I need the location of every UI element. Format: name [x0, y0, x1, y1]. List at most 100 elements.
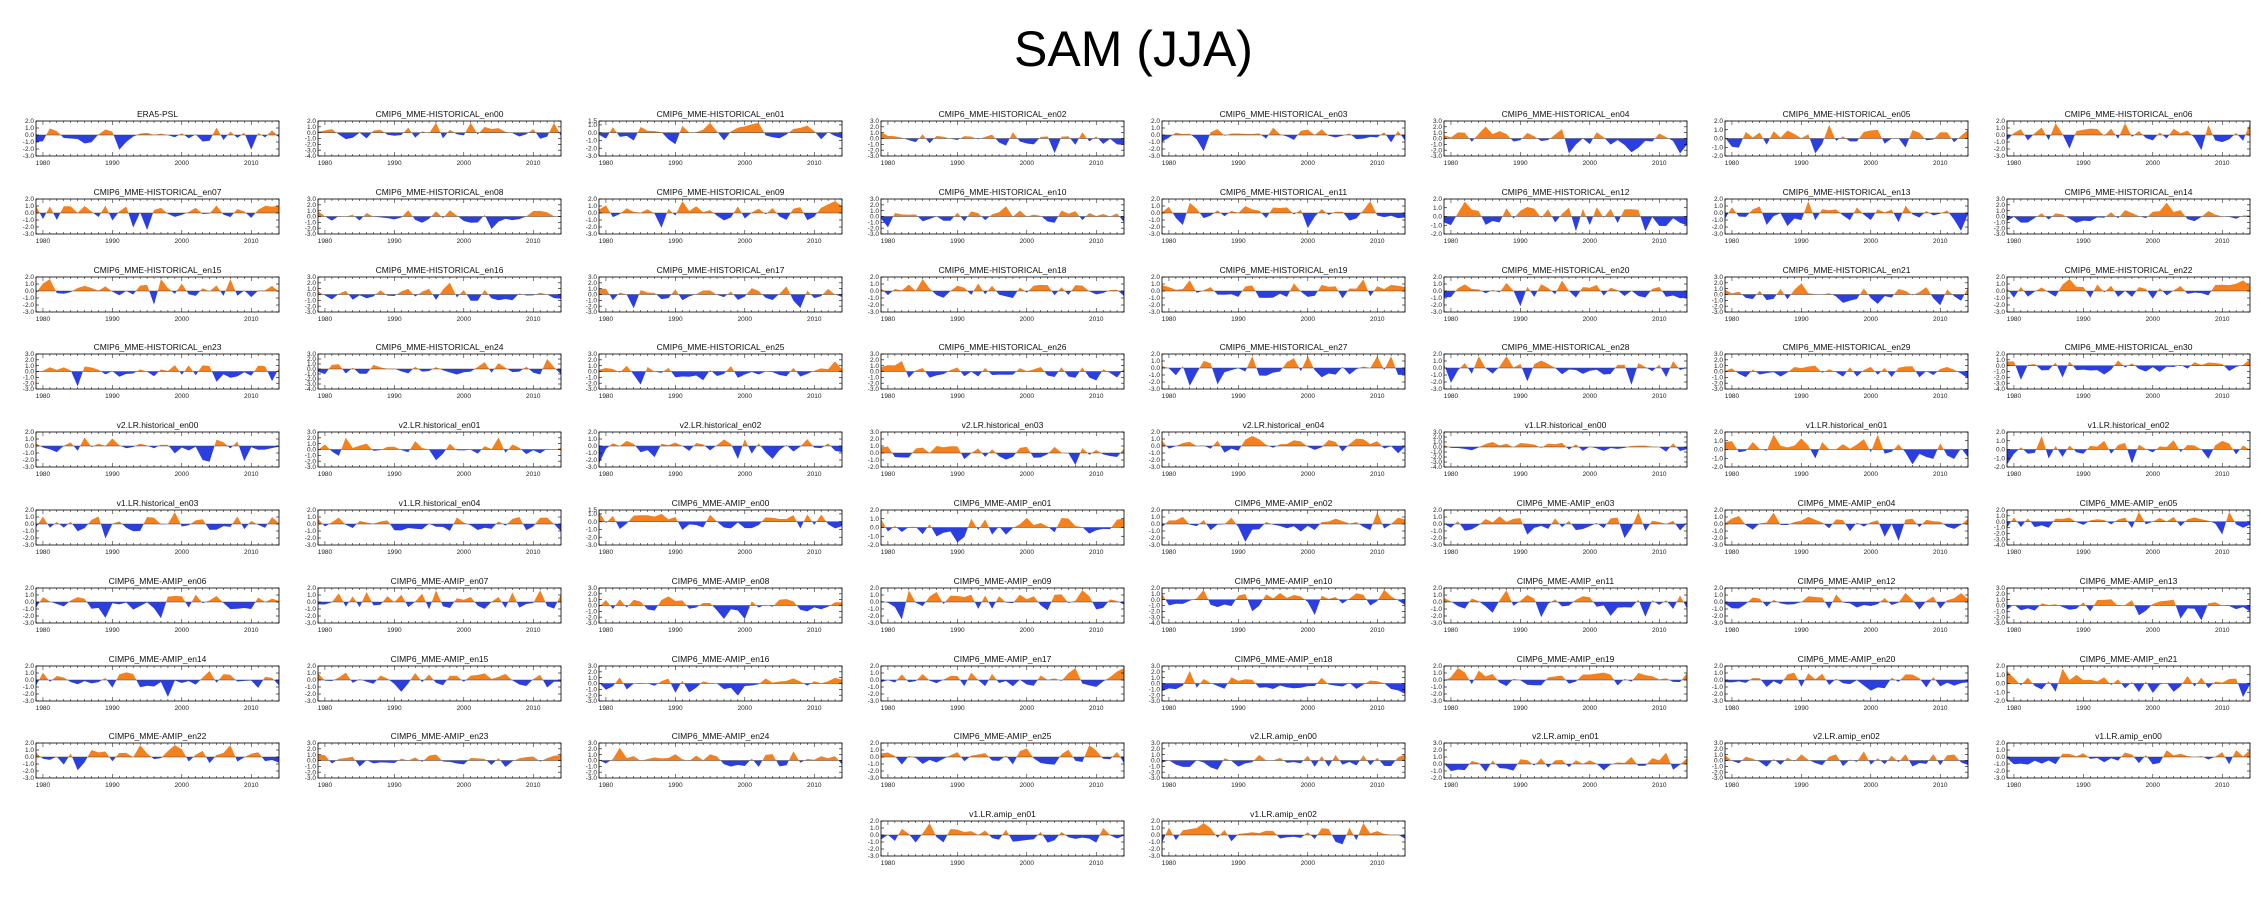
x-tick-label: 1980 — [36, 238, 51, 245]
y-tick-label: 0.0 — [1432, 366, 1441, 373]
positive-area — [1443, 126, 1687, 139]
panel-title: CIMP6_MME-AMIP_en03 — [1516, 498, 1614, 508]
y-tick-label: 0.0 — [1714, 210, 1723, 217]
x-tick-label: 2010 — [244, 393, 259, 400]
negative-area — [880, 138, 1124, 154]
negative-area — [317, 449, 561, 461]
y-tick-label: 1.0 — [869, 281, 878, 288]
x-tick-label: 2010 — [244, 238, 259, 245]
y-tick-label: -2.0 — [304, 225, 316, 232]
y-tick-label: 1.0 — [1714, 127, 1723, 134]
positive-area — [2006, 359, 2250, 367]
x-tick-label: 1980 — [1725, 160, 1740, 167]
positive-area — [36, 205, 279, 213]
y-tick-label: 1.0 — [25, 514, 34, 521]
panel-title: CMIP6_MME-HISTORICAL_en05 — [1783, 109, 1911, 119]
y-tick-label: -4.0 — [1993, 542, 2005, 549]
y-tick-label: 0.0 — [306, 130, 315, 137]
y-tick-label: -2.0 — [1430, 454, 1442, 461]
y-tick-label: -3.0 — [586, 153, 598, 160]
y-tick-label: 2.0 — [1995, 429, 2004, 436]
y-tick-label: 1.0 — [1995, 513, 2004, 520]
y-tick-label: -2.0 — [1993, 225, 2005, 232]
y-tick-label: -3.0 — [867, 231, 879, 238]
negative-area — [317, 294, 561, 301]
y-tick-label: -1.0 — [1993, 456, 2005, 463]
y-tick-label: -1.0 — [867, 457, 879, 464]
y-tick-label: 2.0 — [1714, 357, 1723, 364]
plot-frame — [1443, 353, 1687, 390]
positive-area — [880, 517, 1124, 528]
y-tick-label: -2.0 — [1993, 464, 2005, 471]
y-tick-label: -2.0 — [23, 224, 35, 231]
panel-v1.LR.historical_en00: v1.LR.historical_en00 3.02.01.00.0-1.0-2.… — [1430, 420, 1687, 478]
panel-v1.LR.historical_en02: v1.LR.historical_en022.01.00.0-1.0-2.019… — [1993, 420, 2250, 478]
y-tick-label: -1.0 — [304, 453, 316, 460]
x-tick-label: 2010 — [1933, 471, 1948, 478]
positive-area — [1443, 356, 1687, 369]
x-tick-label: 2000 — [175, 471, 190, 478]
y-tick-label: 3.0 — [588, 274, 597, 281]
x-tick-label: 2000 — [1301, 471, 1316, 478]
x-tick-label: 2000 — [175, 393, 190, 400]
y-tick-label: -2.0 — [1149, 535, 1161, 542]
x-tick-label: 1980 — [1162, 393, 1177, 400]
y-tick-label: -2.0 — [304, 459, 316, 466]
x-tick-label: 2010 — [2214, 238, 2229, 245]
x-tick-label: 1980 — [1443, 160, 1458, 167]
y-tick-label: 2.0 — [25, 274, 34, 281]
panel-title: CMIP6_MME-HISTORICAL_en13 — [1783, 187, 1911, 197]
x-tick-label: 1990 — [1794, 471, 1809, 478]
y-tick-label: 1.0 — [588, 285, 597, 292]
x-tick-label: 1990 — [387, 393, 402, 400]
x-tick-label: 1990 — [668, 316, 683, 323]
y-tick-label: -3.0 — [1993, 153, 2005, 160]
x-tick-label: 1990 — [105, 238, 120, 245]
y-tick-label: 1.0 — [1151, 125, 1160, 132]
x-tick-label: 1990 — [950, 316, 965, 323]
panel-CMIP6_MME-HISTORICAL_en07: CMIP6_MME-HISTORICAL_en07 2.01.00.0-1.0-2… — [23, 187, 280, 245]
y-tick-label: -1.0 — [23, 450, 35, 457]
y-tick-label: -2.0 — [1712, 381, 1724, 388]
y-tick-label: -2.0 — [1149, 224, 1161, 231]
panel-title: v2.LR.historical_en02 — [680, 420, 762, 430]
y-tick-label: 1.0 — [1714, 203, 1723, 210]
panel-v1.LR.historical_en04: v1.LR.historical_en04 2.01.00.0-1.0-2.0-3… — [304, 498, 561, 556]
plot-frame — [598, 509, 843, 546]
panel-CMIP6_MME-HISTORICAL_en01: CMIP6_MME-HISTORICAL_en01 1.51.00.0-1.0-2… — [586, 109, 843, 167]
negative-area — [1162, 446, 1405, 454]
x-tick-label: 2010 — [525, 316, 540, 323]
x-tick-label: 1980 — [1443, 316, 1458, 323]
negative-area — [36, 135, 279, 150]
y-tick-label: -3.0 — [1430, 542, 1442, 549]
y-tick-label: 0.0 — [869, 525, 878, 532]
x-tick-label: 2000 — [456, 316, 471, 323]
x-tick-label: 2000 — [456, 393, 471, 400]
y-tick-label: 1.0 — [306, 124, 315, 131]
y-tick-label: 0.0 — [25, 288, 34, 295]
y-tick-label: 1.0 — [869, 208, 878, 215]
positive-area — [2006, 436, 2250, 450]
panel-CMIP6_MME-HISTORICAL_en18: CMIP6_MME-HISTORICAL_en18 2.01.00.0-1.0-2… — [867, 265, 1124, 323]
y-tick-label: -3.0 — [1712, 231, 1724, 238]
y-tick-label: -1.0 — [23, 375, 35, 382]
y-tick-label: 2.0 — [1151, 429, 1160, 436]
y-tick-label: 0.0 — [1432, 444, 1441, 451]
panel-title: v2.LR.historical_en04 — [1243, 420, 1325, 430]
y-tick-label: -3.0 — [23, 153, 35, 160]
x-tick-label: 2000 — [738, 393, 753, 400]
y-tick-label: 1.0 — [1151, 359, 1160, 366]
y-tick-label: 2.0 — [869, 436, 878, 443]
x-tick-label: 1980 — [1443, 471, 1458, 478]
y-tick-label: 2.0 — [1432, 352, 1441, 359]
y-tick-label: 0.0 — [1714, 136, 1723, 143]
x-tick-label: 2010 — [1370, 316, 1385, 323]
x-tick-label: 2000 — [175, 160, 190, 167]
y-tick-label: -1.0 — [867, 219, 879, 226]
x-tick-label: 2010 — [244, 549, 259, 556]
y-tick-label: -3.0 — [1149, 231, 1161, 238]
x-tick-label: 1980 — [599, 238, 614, 245]
positive-area — [1162, 127, 1405, 135]
panel-title: CMIP6_MME-HISTORICAL_en03 — [1220, 109, 1348, 119]
y-tick-label: 2.0 — [869, 507, 878, 514]
